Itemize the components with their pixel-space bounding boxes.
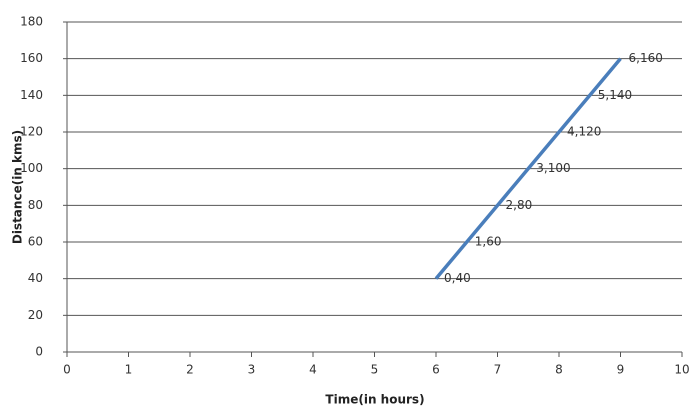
data-label: 6,160 bbox=[629, 51, 663, 65]
data-label: 3,100 bbox=[536, 161, 570, 175]
data-label: 0,40 bbox=[444, 271, 471, 285]
x-tick-label: 9 bbox=[617, 363, 625, 377]
x-tick-label: 6 bbox=[432, 363, 440, 377]
x-tick-label: 3 bbox=[248, 363, 256, 377]
x-tick-label: 1 bbox=[125, 363, 133, 377]
y-tick-label: 60 bbox=[28, 235, 43, 249]
y-tick-label: 0 bbox=[35, 345, 43, 359]
y-tick-label: 160 bbox=[20, 51, 43, 65]
y-axis-title: Distance(in kms) bbox=[11, 130, 25, 244]
data-label: 5,140 bbox=[598, 88, 632, 102]
y-tick-label: 120 bbox=[20, 125, 43, 139]
x-tick-label: 5 bbox=[371, 363, 379, 377]
y-tick-label: 100 bbox=[20, 161, 43, 175]
x-tick-label: 8 bbox=[555, 363, 563, 377]
y-tick-label: 180 bbox=[20, 15, 43, 29]
y-tick-label: 80 bbox=[28, 198, 43, 212]
y-tick-label: 40 bbox=[28, 271, 43, 285]
x-axis-title: Time(in hours) bbox=[325, 393, 424, 407]
data-line bbox=[434, 57, 622, 280]
x-tick-label: 4 bbox=[309, 363, 317, 377]
x-tick-label: 7 bbox=[494, 363, 502, 377]
x-tick-label: 0 bbox=[63, 363, 71, 377]
y-tick-label: 140 bbox=[20, 88, 43, 102]
data-label: 4,120 bbox=[567, 125, 601, 139]
data-label: 2,80 bbox=[506, 198, 533, 212]
x-tick-label: 2 bbox=[186, 363, 194, 377]
x-tick-label: 10 bbox=[674, 363, 689, 377]
data-label: 1,60 bbox=[475, 235, 502, 249]
y-tick-label: 20 bbox=[28, 308, 43, 322]
